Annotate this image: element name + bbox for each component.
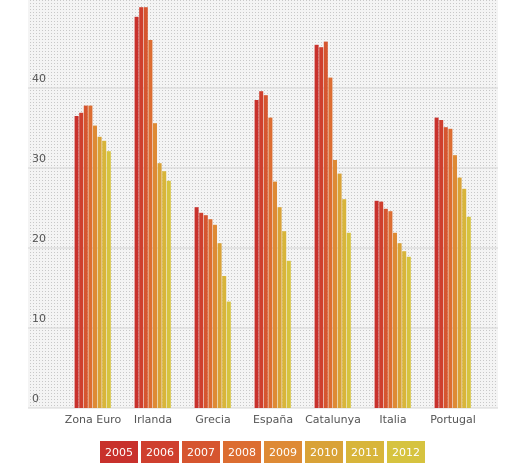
bar [148, 40, 153, 408]
legend-swatch [182, 441, 220, 463]
bar [457, 177, 462, 408]
x-tick-label: Zona Euro [65, 413, 122, 426]
bar [83, 105, 88, 408]
bar [374, 200, 379, 408]
legend-swatch [100, 441, 138, 463]
bar [397, 243, 402, 408]
bar [282, 231, 287, 408]
legend-swatch [305, 441, 343, 463]
bar [379, 201, 384, 408]
legend-swatch [141, 441, 179, 463]
x-tick-label: Irlanda [134, 413, 172, 426]
bar [102, 140, 107, 409]
legend-label: 2008 [228, 446, 256, 459]
bar [434, 117, 439, 408]
x-tick-label: Catalunya [305, 413, 361, 426]
bar [337, 173, 342, 408]
bar [462, 188, 467, 408]
bar [199, 212, 204, 408]
legend-label: 2005 [105, 446, 133, 459]
legend-label: 2006 [146, 446, 174, 459]
legend-label: 2007 [187, 446, 215, 459]
bar [254, 100, 259, 408]
bar [194, 207, 199, 408]
x-tick-label: Grecia [195, 413, 230, 426]
x-tick-label: Italia [379, 413, 406, 426]
bar [323, 41, 328, 408]
bar [443, 127, 448, 408]
bar [143, 7, 148, 408]
bar [346, 232, 351, 408]
bar [277, 207, 282, 408]
legend-label: 2009 [269, 446, 297, 459]
bar [319, 47, 324, 408]
bar [393, 232, 397, 408]
bar [93, 125, 97, 408]
bar [448, 128, 453, 409]
bar [157, 163, 162, 408]
y-tick-label: 20 [32, 232, 46, 245]
bar [153, 123, 157, 408]
y-tick-label: 10 [32, 312, 46, 325]
bar [139, 7, 144, 408]
legend-label: 2012 [392, 446, 420, 459]
bar [97, 136, 102, 409]
bar [166, 180, 171, 408]
bar [328, 77, 333, 408]
y-tick-label: 30 [32, 152, 46, 165]
bar [106, 151, 111, 408]
legend-swatch [387, 441, 425, 463]
bar [388, 211, 393, 408]
legend-swatch [264, 441, 302, 463]
bar [273, 181, 277, 408]
bar [333, 160, 337, 408]
bar [406, 256, 411, 408]
x-tick-label: España [253, 413, 293, 426]
x-tick-label: Portugal [430, 413, 476, 426]
bar [453, 155, 457, 408]
legend: 2005 2006 2007 2008 2009 2010 2011 2012 [100, 441, 425, 463]
bar [383, 208, 388, 408]
bar [268, 117, 273, 408]
bar [79, 112, 84, 409]
legend-label: 2011 [351, 446, 379, 459]
bar [402, 251, 407, 408]
y-tick-label: 40 [32, 72, 46, 85]
bar [213, 224, 217, 408]
bar [203, 215, 208, 408]
bar [208, 219, 213, 408]
bar [134, 16, 139, 409]
legend-swatch [346, 441, 384, 463]
bar [259, 91, 264, 408]
bar [439, 120, 444, 408]
bar [314, 44, 319, 409]
bar [88, 105, 93, 408]
y-tick-label: 0 [32, 392, 39, 405]
bar [226, 301, 231, 408]
bar [466, 216, 471, 408]
bar [342, 199, 347, 408]
bar [74, 116, 79, 408]
bar [286, 260, 291, 408]
legend-label: 2010 [310, 446, 338, 459]
bar [222, 276, 227, 408]
legend-swatch [223, 441, 261, 463]
bar [263, 95, 268, 408]
bar [217, 243, 222, 408]
bar [162, 171, 167, 408]
